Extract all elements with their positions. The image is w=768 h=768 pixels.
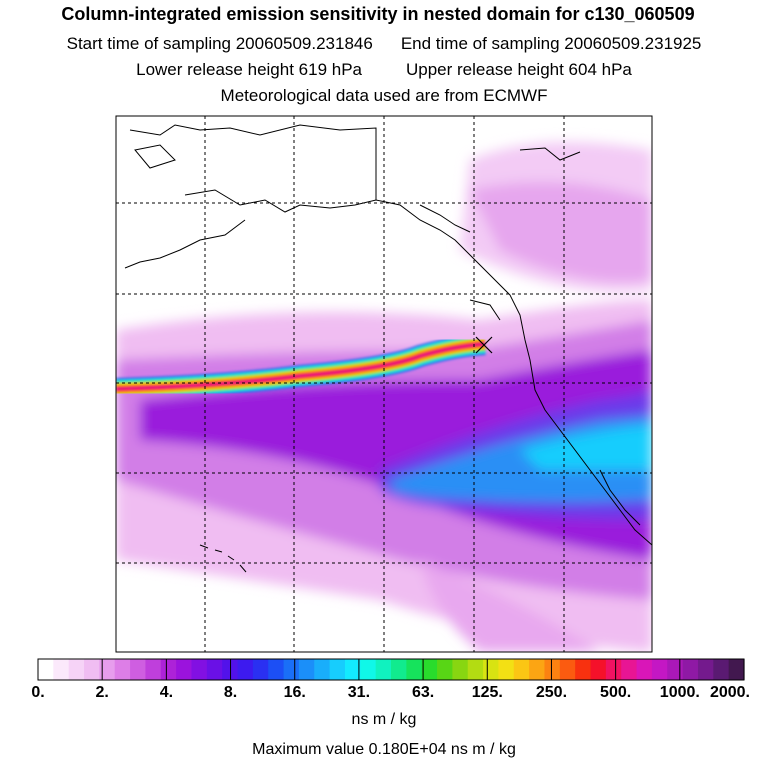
colorbar-tick-label: 500. [600,684,632,701]
south-streaks [420,560,600,652]
colorbar-cell [252,659,269,680]
plot-title: Column-integrated emission sensitivity i… [61,4,695,24]
colorbar-cell [697,659,714,680]
colorbar-cell [513,659,530,680]
colorbar-cell [498,659,515,680]
colorbar-cell [406,659,423,680]
colorbar-cell [713,659,730,680]
colorbar-cell [483,659,500,680]
colorbar-cell [375,659,392,680]
colorbar-cell [145,659,162,680]
colorbar-tick-label: 0. [31,684,45,701]
colorbar-cell [68,659,85,680]
colorbar-cell [605,659,622,680]
colorbar-tick-label: 63. [411,684,435,701]
end-time-label: End time of sampling 20060509.231925 [400,34,702,53]
colorbar-tick-label: 8. [223,684,238,701]
colorbar-cell [344,659,361,680]
colorbar-cell [667,659,684,680]
colorbar-cell [360,659,377,680]
aleutian-chain [124,219,246,269]
trajectory-band [116,333,486,400]
met-data-label: Meteorological data used are from ECMWF [220,86,548,105]
colorbar-cell [160,659,177,680]
colorbar-tick-label: 125. [471,684,503,701]
colorbar-cell [421,659,438,680]
se-alaska-coast [419,204,471,233]
colorbar-ticks [101,659,681,680]
colorbar-tick-label: 2000. [709,684,751,701]
lower-release-label: Lower release height 619 hPa [136,60,362,79]
colorbar-cell [559,659,576,680]
release-height-row: Lower release height 619 hPa Upper releas… [0,60,768,80]
colorbar-cell [237,659,254,680]
colorbar-cell [114,659,131,680]
colorbar-cell [391,659,407,680]
colorbar-tick-label: 4. [159,684,174,701]
colorbar-cell [590,659,607,680]
max-value-label: Maximum value 0.180E+04 ns m / kg [252,741,516,758]
colorbar-cell [452,659,469,680]
grid-lines [116,116,652,652]
colorbar-cell [529,659,546,680]
hawaii-islands [199,544,247,573]
map-frame [115,115,653,653]
sampling-times-row: Start time of sampling 20060509.231846 En… [0,34,768,54]
colorbar-cell [53,659,70,680]
colorbar-cell [84,659,100,680]
colorbar-cell [283,659,300,680]
colorbar-cell [314,659,331,680]
colorbar-cell [130,659,147,680]
colorbar-cell [176,659,193,680]
upper-release-label: Upper release height 604 hPa [406,60,632,79]
cyan-region [520,425,652,470]
colorbar-cell [621,659,638,680]
alaska-coast [129,124,377,200]
colorbar-cell [544,659,561,680]
coastlines [124,124,653,573]
colorbar-cell [191,659,208,680]
colorbar-tick-label: 31. [347,684,371,701]
release-point-icon [475,336,493,354]
colorbar-cell [575,659,592,680]
alaska-island [134,144,176,169]
colorbar-cells [38,659,745,680]
colorbar-tick-label: 16. [283,684,306,701]
colorbar-cell [651,659,668,680]
north-plume-mid [470,182,652,282]
colorbar [37,658,745,681]
colorbar-frame [37,658,745,681]
units-label: ns m / kg [351,711,417,728]
colorbar-cell [298,659,315,680]
colorbar-cell [38,659,54,680]
west-coast [184,189,653,546]
colorbar-tick-label: 1000. [659,684,700,701]
colorbar-cell [728,659,745,680]
colorbar-cell [682,659,699,680]
colorbar-cell [437,659,453,680]
colorbar-cell [636,659,653,680]
baja-coast [599,469,641,526]
arctic-coast [519,147,581,161]
colorbar-cell [99,659,116,680]
colorbar-cell [329,659,346,680]
colorbar-tick-label: 250. [535,684,568,701]
colorbar-cell [268,659,285,680]
colorbar-cell [467,659,484,680]
vancouver-island [469,299,501,321]
colorbar-cell [206,659,223,680]
start-time-label: Start time of sampling 20060509.231846 [66,34,373,53]
colorbar-tick-label: 2. [95,684,109,701]
